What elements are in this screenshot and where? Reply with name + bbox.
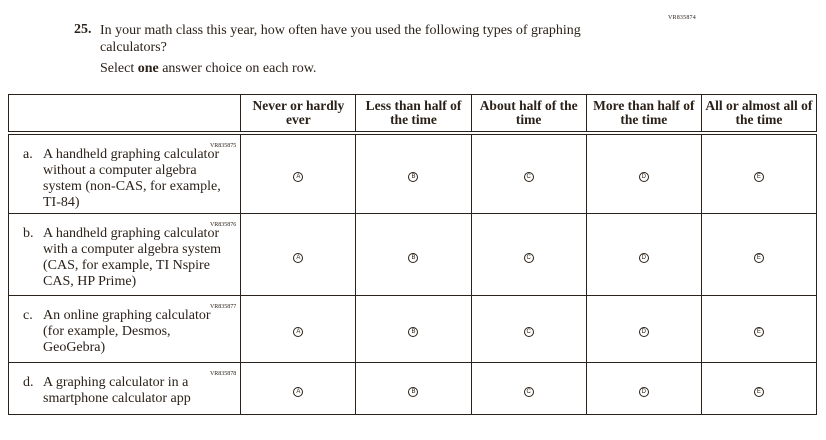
row-letter: c. xyxy=(23,308,33,323)
question-text: In your math class this year, how often … xyxy=(100,23,581,55)
instruction-post: answer choice on each row. xyxy=(158,61,317,76)
row-code: VR835875 xyxy=(209,143,237,149)
row-code: VR835876 xyxy=(209,222,237,228)
instruction-pre: Select xyxy=(100,61,138,76)
radio-bubble-b[interactable]: B xyxy=(408,252,419,263)
option-cell: C xyxy=(470,132,587,214)
option-cell: E xyxy=(700,132,818,214)
radio-bubble-d[interactable]: D xyxy=(638,252,649,263)
radio-bubble-c[interactable]: C xyxy=(523,172,534,182)
option-cell: B xyxy=(355,213,472,296)
column-header: Never or hardly ever xyxy=(240,94,357,134)
header-blank xyxy=(7,94,242,134)
option-cell: A xyxy=(240,295,357,363)
column-header: More than half of the time xyxy=(585,94,702,134)
option-cell: D xyxy=(585,213,702,296)
option-cell: E xyxy=(700,213,818,296)
radio-bubble-a[interactable]: A xyxy=(293,252,304,263)
instruction: Select one answer choice on each row. xyxy=(100,61,316,77)
radio-bubble-d[interactable]: D xyxy=(638,386,649,397)
table-row: VR835875 a. A handheld graphing calculator… xyxy=(7,132,818,214)
row-letter: d. xyxy=(23,375,34,390)
table-row: VR835877 c. An online graphing calculator … xyxy=(7,295,818,363)
radio-bubble-e[interactable]: E xyxy=(753,252,764,263)
instruction-bold: one xyxy=(137,61,159,76)
row-code: VR835878 xyxy=(209,371,237,377)
radio-bubble-c[interactable]: C xyxy=(523,386,534,397)
option-cell: A xyxy=(240,132,357,214)
option-cell: E xyxy=(700,362,818,415)
column-header: All or almost all of the time xyxy=(700,94,818,134)
radio-bubble-c[interactable]: C xyxy=(523,327,534,337)
row-label: VR835878 d. A graphing calculator in a sma… xyxy=(7,362,242,415)
option-cell: A xyxy=(240,213,357,296)
row-code: VR835877 xyxy=(209,304,237,310)
answer-grid: Never or hardly ever Less than half of th… xyxy=(7,94,818,415)
option-cell: B xyxy=(355,362,472,415)
row-letter: b. xyxy=(23,226,34,241)
row-text: An online graphing calculator (for examp… xyxy=(43,308,211,355)
option-cell: C xyxy=(470,295,587,363)
radio-bubble-e[interactable]: E xyxy=(753,386,764,397)
radio-bubble-a[interactable]: A xyxy=(293,172,304,182)
row-label: VR835877 c. An online graphing calculator … xyxy=(7,295,242,363)
radio-bubble-b[interactable]: B xyxy=(408,327,419,337)
radio-bubble-e[interactable]: E xyxy=(753,172,764,182)
option-cell: D xyxy=(585,132,702,214)
question-code: VR835874 xyxy=(668,15,696,21)
table-row: VR835876 b. A handheld graphing calculator… xyxy=(7,213,818,296)
radio-bubble-a[interactable]: A xyxy=(293,327,304,337)
option-cell: D xyxy=(585,295,702,363)
radio-bubble-c[interactable]: C xyxy=(523,252,534,263)
column-header: Less than half of the time xyxy=(355,94,472,134)
radio-bubble-b[interactable]: B xyxy=(408,386,419,397)
option-cell: B xyxy=(355,295,472,363)
row-letter: a. xyxy=(23,147,33,162)
radio-bubble-d[interactable]: D xyxy=(638,172,649,182)
column-header: About half of the time xyxy=(470,94,587,134)
question-number: 25. xyxy=(74,22,92,37)
radio-bubble-d[interactable]: D xyxy=(638,327,649,337)
radio-bubble-b[interactable]: B xyxy=(408,172,419,182)
option-cell: A xyxy=(240,362,357,415)
option-cell: D xyxy=(585,362,702,415)
option-cell: B xyxy=(355,132,472,214)
row-text: A graphing calculator in a smartphone ca… xyxy=(43,375,191,406)
option-cell: E xyxy=(700,295,818,363)
radio-bubble-e[interactable]: E xyxy=(753,327,764,337)
row-label: VR835876 b. A handheld graphing calculator… xyxy=(7,213,242,296)
row-label: VR835875 a. A handheld graphing calculator… xyxy=(7,132,242,214)
row-text: A handheld graphing calculator with a co… xyxy=(43,226,222,289)
option-cell: C xyxy=(470,213,587,296)
radio-bubble-a[interactable]: A xyxy=(293,386,304,397)
row-text: A handheld graphing calculator without a… xyxy=(43,147,221,210)
option-cell: C xyxy=(470,362,587,415)
table-row: VR835878 d. A graphing calculator in a sma… xyxy=(7,362,818,415)
